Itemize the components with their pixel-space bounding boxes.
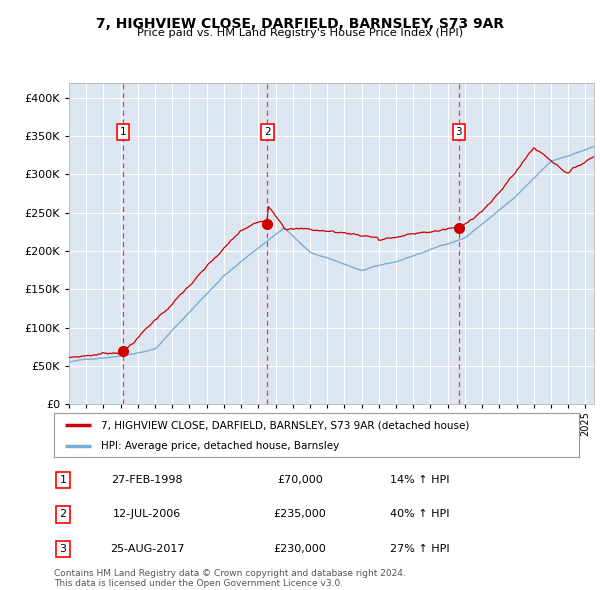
Text: 2: 2 (264, 127, 271, 137)
Text: 1: 1 (59, 476, 67, 485)
Text: Price paid vs. HM Land Registry's House Price Index (HPI): Price paid vs. HM Land Registry's House … (137, 28, 463, 38)
Text: £230,000: £230,000 (274, 544, 326, 553)
Text: 3: 3 (59, 544, 67, 553)
Text: 2: 2 (59, 510, 67, 519)
Text: 3: 3 (455, 127, 462, 137)
Text: £70,000: £70,000 (277, 476, 323, 485)
Text: 14% ↑ HPI: 14% ↑ HPI (390, 476, 450, 485)
Text: HPI: Average price, detached house, Barnsley: HPI: Average price, detached house, Barn… (101, 441, 340, 451)
Text: 40% ↑ HPI: 40% ↑ HPI (390, 510, 450, 519)
Text: Contains HM Land Registry data © Crown copyright and database right 2024.
This d: Contains HM Land Registry data © Crown c… (54, 569, 406, 588)
Text: 1: 1 (120, 127, 127, 137)
Text: 27% ↑ HPI: 27% ↑ HPI (390, 544, 450, 553)
Text: £235,000: £235,000 (274, 510, 326, 519)
Text: 25-AUG-2017: 25-AUG-2017 (110, 544, 184, 553)
Text: 27-FEB-1998: 27-FEB-1998 (111, 476, 183, 485)
Text: 12-JUL-2006: 12-JUL-2006 (113, 510, 181, 519)
Text: 7, HIGHVIEW CLOSE, DARFIELD, BARNSLEY, S73 9AR: 7, HIGHVIEW CLOSE, DARFIELD, BARNSLEY, S… (96, 17, 504, 31)
Text: 7, HIGHVIEW CLOSE, DARFIELD, BARNSLEY, S73 9AR (detached house): 7, HIGHVIEW CLOSE, DARFIELD, BARNSLEY, S… (101, 421, 470, 430)
